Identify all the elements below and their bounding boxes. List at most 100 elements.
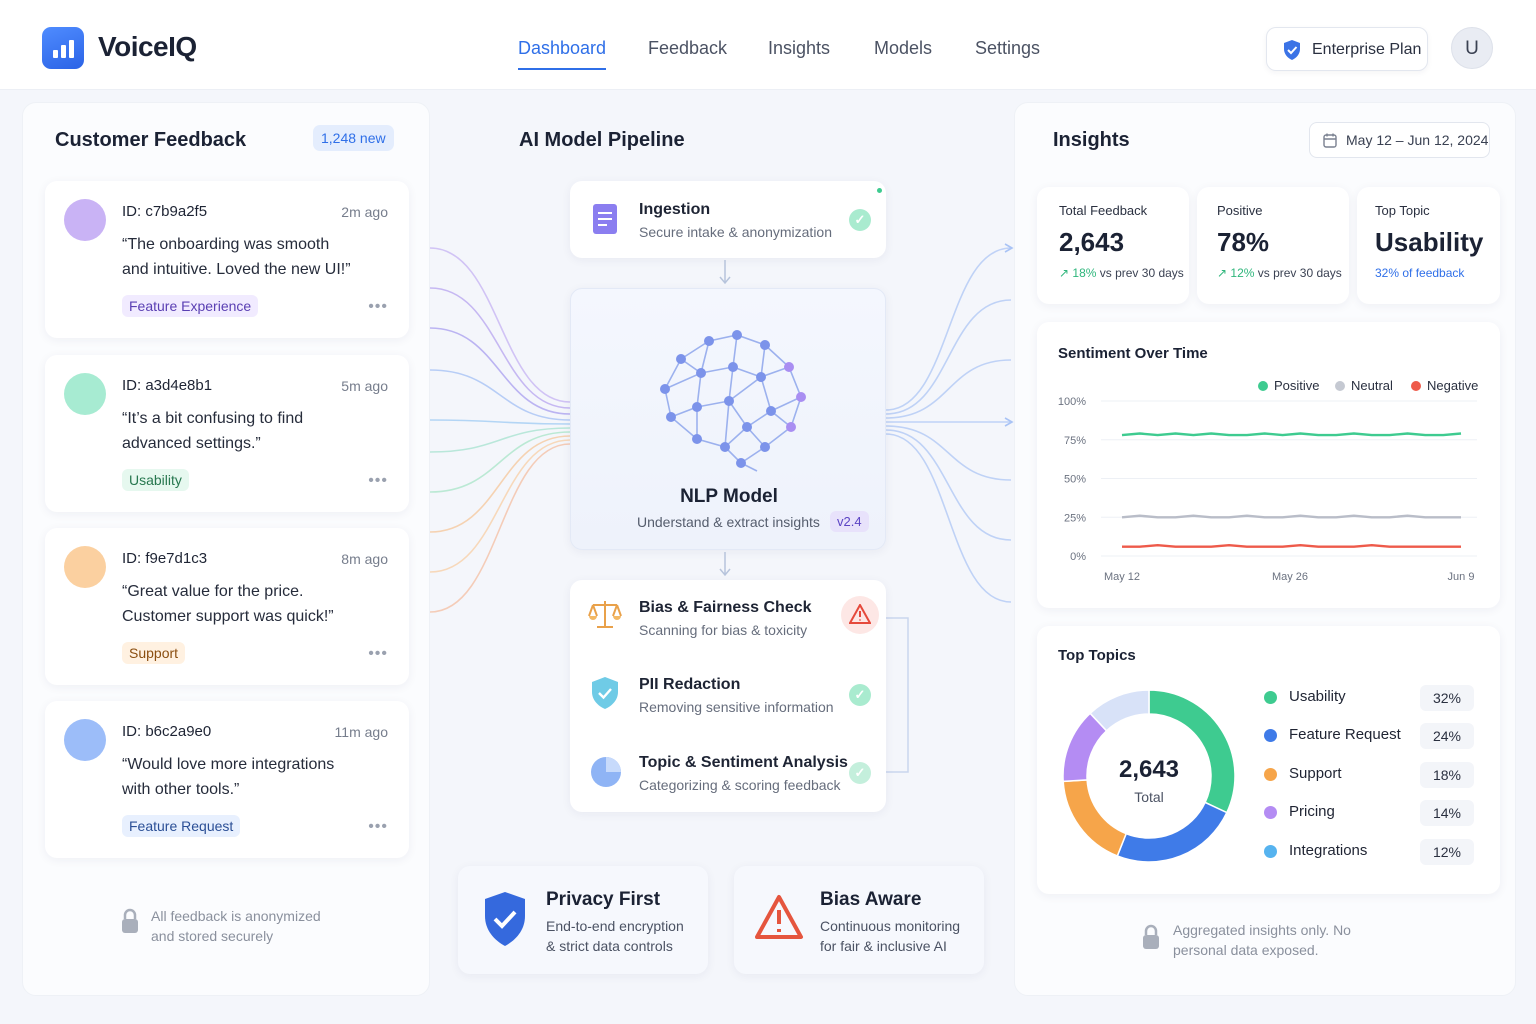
shield-icon <box>592 677 618 709</box>
topic-sentiment-title: Topic & Sentiment Analysis <box>639 754 848 771</box>
feedback-time: 11m ago <box>334 724 388 740</box>
calendar-icon <box>1323 133 1337 148</box>
warning-icon <box>755 895 803 939</box>
date-range-label: May 12 – Jun 12, 2024 <box>1346 132 1489 148</box>
bias-aware-title: Bias Aware <box>820 889 922 910</box>
stat-label: Total Feedback <box>1059 203 1148 218</box>
series-line-neutral <box>1121 514 1461 519</box>
app-logo-icon[interactable] <box>42 27 84 69</box>
feedback-card[interactable]: ID: f9e7d1c3 8m ago “Great value for the… <box>45 528 409 685</box>
stat-label: Positive <box>1217 203 1263 218</box>
stat-value: 78% <box>1217 227 1270 257</box>
new-feedback-badge: 1,248 new <box>313 125 394 151</box>
sentiment-chart-card: Sentiment Over Time Positive Neutral Neg… <box>1037 322 1500 608</box>
bias-check-subtitle: Scanning for bias & toxicity <box>639 622 808 638</box>
topic-row-support[interactable]: Support 18% <box>1264 762 1474 788</box>
date-range-picker[interactable]: May 12 – Jun 12, 2024 <box>1309 122 1490 158</box>
pipeline-connector <box>886 617 909 773</box>
pii-redaction-step[interactable]: PII Redaction Removing sensitive informa… <box>570 658 886 735</box>
feedback-id: ID: a3d4e8b1 <box>122 377 213 394</box>
feedback-avatar <box>64 199 106 241</box>
check-icon: ✓ <box>849 209 871 231</box>
topic-row-usability[interactable]: Usability 32% <box>1264 685 1474 711</box>
scales-icon <box>588 601 622 628</box>
feedback-tag[interactable]: Support <box>122 642 186 664</box>
stat-value: 2,643 <box>1059 227 1125 257</box>
nav-settings[interactable]: Settings <box>975 38 1041 58</box>
feedback-avatar <box>64 546 106 588</box>
feedback-card[interactable]: ID: c7b9a2f5 2m ago “The onboarding was … <box>45 181 409 338</box>
feedback-privacy-note: All feedback is anonymized and stored se… <box>151 908 321 944</box>
x-tick-label: May 26 <box>1272 571 1308 583</box>
topic-row-feature-request[interactable]: Feature Request 24% <box>1264 723 1474 749</box>
stat-delta: ↗ 12% vs prev 30 days <box>1217 266 1342 280</box>
more-options-icon[interactable]: ••• <box>368 298 388 315</box>
y-tick-label: 100% <box>1058 396 1086 408</box>
feedback-tag[interactable]: Feature Experience <box>122 295 259 317</box>
data-flow-lines <box>430 247 570 613</box>
topics-donut-chart <box>1062 689 1236 863</box>
status-dot <box>877 188 882 193</box>
sentiment-chart-title: Sentiment Over Time <box>1058 345 1208 362</box>
donut-total-value: 2,643 <box>1118 756 1180 783</box>
nav-feedback[interactable]: Feedback <box>648 38 728 58</box>
nlp-model-card[interactable]: NLP Model Understand & extract insights … <box>570 288 886 550</box>
y-tick-label: 0% <box>1070 551 1086 563</box>
user-avatar[interactable]: U <box>1451 27 1493 69</box>
feedback-tag[interactable]: Feature Request <box>122 815 241 837</box>
enterprise-plan-badge[interactable]: Enterprise Plan <box>1266 27 1428 71</box>
feedback-tag[interactable]: Usability <box>122 469 189 491</box>
stat-top-topic[interactable]: Top Topic Usability 32% of feedback <box>1357 187 1500 304</box>
nav-models[interactable]: Models <box>874 38 933 58</box>
bias-aware-card: Bias Aware Continuous monitoring for fai… <box>734 866 984 974</box>
feedback-quote: “It’s a bit confusing to find advanced s… <box>122 410 304 452</box>
feedback-time: 8m ago <box>341 551 388 567</box>
feedback-quote: “Great value for the price. Customer sup… <box>122 583 334 625</box>
y-tick-label: 50% <box>1064 474 1086 486</box>
topic-row-integrations[interactable]: Integrations 12% <box>1264 839 1474 865</box>
bias-check-step[interactable]: Bias & Fairness Check Scanning for bias … <box>570 580 886 657</box>
stat-value: Usability <box>1375 227 1484 257</box>
donut-slice-integrations[interactable] <box>1089 689 1150 732</box>
feedback-time: 2m ago <box>341 204 388 220</box>
topic-row-pricing[interactable]: Pricing 14% <box>1264 800 1474 826</box>
app-name[interactable]: VoiceIQ <box>98 31 197 62</box>
donut-slice-feature-request[interactable] <box>1116 801 1228 863</box>
legend-neutral[interactable]: Neutral <box>1335 378 1393 393</box>
top-navbar: VoiceIQ Dashboard Feedback Insights Mode… <box>0 0 1536 90</box>
stat-positive[interactable]: Positive 78% ↗ 12% vs prev 30 days <box>1197 187 1349 304</box>
legend-negative[interactable]: Negative <box>1411 378 1478 393</box>
stat-label: Top Topic <box>1375 203 1430 218</box>
nlp-model-subtitle: Understand & extract insights <box>637 514 820 530</box>
privacy-first-text: End-to-end encryption & strict data cont… <box>546 918 684 954</box>
ingestion-step[interactable]: Ingestion Secure intake & anonymization … <box>570 181 886 258</box>
output-flow-lines <box>886 243 1014 603</box>
nav-dashboard[interactable]: Dashboard <box>518 38 607 70</box>
pii-redaction-title: PII Redaction <box>639 676 741 693</box>
feedback-card[interactable]: ID: b6c2a9e0 11m ago “Would love more in… <box>45 701 409 858</box>
legend-positive[interactable]: Positive <box>1258 378 1320 393</box>
stat-delta: 32% of feedback <box>1375 266 1465 280</box>
plan-label: Enterprise Plan <box>1312 41 1422 58</box>
feedback-card[interactable]: ID: a3d4e8b1 5m ago “It’s a bit confusin… <box>45 355 409 512</box>
pii-redaction-subtitle: Removing sensitive information <box>639 699 834 715</box>
topic-sentiment-step[interactable]: Topic & Sentiment Analysis Categorizing … <box>570 736 886 812</box>
nlp-model-title: NLP Model <box>680 486 778 507</box>
more-options-icon[interactable]: ••• <box>368 472 388 489</box>
more-options-icon[interactable]: ••• <box>368 818 388 835</box>
stat-total-feedback[interactable]: Total Feedback 2,643 ↗ 18% vs prev 30 da… <box>1037 187 1189 304</box>
nav-insights[interactable]: Insights <box>768 38 831 58</box>
feedback-id: ID: c7b9a2f5 <box>122 203 208 220</box>
series-line-negative <box>1122 543 1461 548</box>
insights-title: Insights <box>1053 129 1130 151</box>
warning-icon <box>841 596 879 634</box>
more-options-icon[interactable]: ••• <box>368 645 388 662</box>
check-icon: ✓ <box>849 762 871 784</box>
brain-network-icon <box>660 330 806 472</box>
ingestion-subtitle: Secure intake & anonymization <box>639 224 832 240</box>
pipeline-checks-card: Bias & Fairness Check Scanning for bias … <box>570 580 886 812</box>
y-tick-label: 25% <box>1064 512 1086 524</box>
stat-delta: ↗ 18% vs prev 30 days <box>1059 266 1184 280</box>
feedback-quote: “Would love more integrations with other… <box>122 756 335 798</box>
topic-sentiment-subtitle: Categorizing & scoring feedback <box>639 777 841 793</box>
